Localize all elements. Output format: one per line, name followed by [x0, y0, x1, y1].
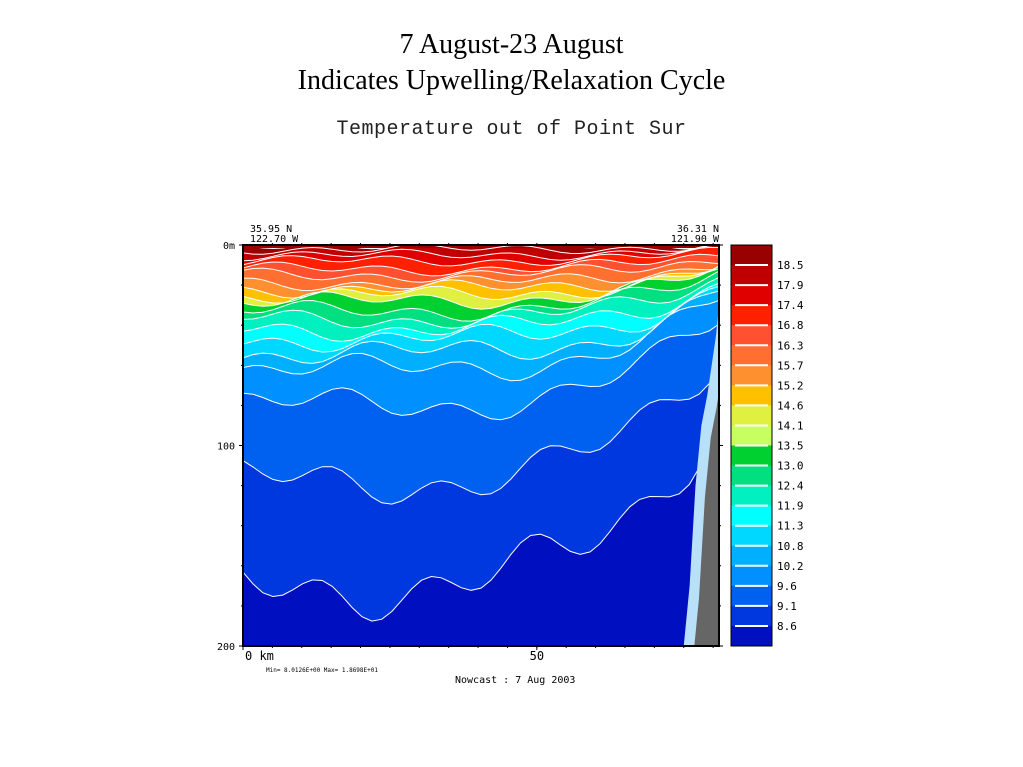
colorbar-swatch: [731, 585, 772, 607]
layer-fill: [243, 283, 719, 352]
colorbar-label: 17.9: [777, 279, 804, 292]
x-tick-label: 0 km: [245, 649, 274, 663]
colorbar-frame: [730, 244, 773, 647]
colorbar-label: 13.5: [777, 440, 804, 453]
colorbar-swatch: [731, 565, 772, 587]
colorbar-label: 11.3: [777, 520, 804, 533]
colorbar-label: 10.8: [777, 540, 804, 553]
colorbar-label: 11.9: [777, 500, 804, 513]
contour-lines: [243, 245, 719, 622]
colorbar-label: 16.8: [777, 319, 804, 332]
layer-fill: [243, 415, 719, 646]
colorbar-label: 14.6: [777, 399, 804, 412]
colorbar-swatch: [731, 625, 772, 647]
axes: 0m 100 200 0 km 50: [217, 241, 723, 663]
colorbar-label: 18.5: [777, 259, 804, 272]
layer-fill: [243, 265, 719, 310]
y-tick-label: 0m: [223, 241, 235, 252]
layer-fill: [243, 265, 719, 322]
contour-line: [243, 260, 719, 283]
corner-right-lat: 36.31 N: [677, 224, 719, 235]
contour-line: [243, 268, 719, 292]
colorbar-swatch: [731, 285, 772, 306]
layer-fill: [243, 300, 719, 420]
contour-line: [243, 367, 719, 505]
contour-line: [243, 245, 719, 255]
layer-fill: [243, 254, 719, 283]
layer-fill: [243, 368, 719, 622]
y-tick-label: 100: [217, 442, 235, 453]
colorbar-swatch: [731, 365, 772, 386]
colorbar: 18.5 17.9 17.4 16.8 16.3 15.7 15.2 14.6 14.1 13.5…: [730, 244, 804, 647]
colorbar-swatch: [731, 445, 772, 467]
slide-title-line1: 7 August-23 August: [399, 29, 624, 60]
contour-line: [243, 265, 719, 310]
layer-fill: [243, 245, 719, 248]
colorbar-swatch: [731, 465, 772, 487]
colorbar-swatch: [731, 485, 772, 507]
colorbar-label: 13.0: [777, 460, 804, 473]
contour-line: [243, 245, 719, 262]
colorbar-label: 16.3: [777, 339, 804, 352]
x-tick-label: 50: [530, 649, 544, 663]
colorbar-swatch: [731, 305, 772, 326]
contour-line: [243, 246, 719, 267]
colorbar-swatch: [731, 605, 772, 627]
colorbar-label: 9.1: [777, 600, 797, 613]
colorbar-label: 9.6: [777, 580, 797, 593]
contour-line: [243, 285, 719, 353]
colorbar-swatch: [731, 525, 772, 547]
layer-fill: [243, 245, 719, 261]
y-tick-label: 200: [217, 642, 235, 653]
nowcast-label: Nowcast : 7 Aug 2003: [455, 675, 575, 686]
colorbar-swatch: [731, 265, 772, 286]
minmax-label: Min= 8.0126E+00 Max= 1.8698E+01: [266, 667, 378, 674]
contour-line: [243, 270, 719, 322]
layer-fill: [243, 291, 719, 381]
layer-fill: [243, 324, 719, 505]
layer-fill: [243, 266, 719, 304]
contour-line: [243, 282, 719, 342]
colorbar-swatch: [731, 245, 772, 266]
corner-left-lon: 122.70 W: [250, 234, 299, 245]
colorbar-label: 8.6: [777, 620, 797, 633]
colorbar-swatch: [731, 385, 772, 406]
contour-line: [243, 290, 719, 364]
colorbar-swatch: [731, 345, 772, 366]
shelf-fill: [694, 245, 719, 646]
corner-left-lat: 35.95 N: [250, 224, 292, 235]
colorbar-label: 15.7: [777, 359, 804, 372]
slide-title-line2: Indicates Upwelling/Relaxation Cycle: [297, 65, 726, 96]
layer-fill: [243, 261, 719, 291]
contour-line: [243, 300, 719, 382]
colorbar-swatch: [731, 505, 772, 527]
contour-line: [243, 253, 719, 277]
colorbar-label: 17.4: [777, 299, 804, 312]
colorbar-swatch: [731, 405, 772, 426]
corner-right-lon: 121.90 W: [671, 234, 720, 245]
colorbar-swatch: [731, 545, 772, 567]
colorbar-swatch: [731, 325, 772, 346]
temperature-layers: [243, 245, 719, 646]
contour-line: [243, 265, 719, 304]
colorbar-label: 10.2: [777, 560, 804, 573]
contour-line: [243, 415, 719, 622]
colorbar-swatch: [731, 425, 772, 446]
continental-shelf: [683, 245, 719, 646]
layer-fill: [243, 277, 719, 342]
colorbar-label: 14.1: [777, 419, 804, 432]
colorbar-label: 12.4: [777, 480, 804, 493]
chart-title: Temperature out of Point Sur: [336, 118, 687, 141]
contour-line: [243, 323, 719, 421]
colorbar-label: 15.2: [777, 379, 804, 392]
